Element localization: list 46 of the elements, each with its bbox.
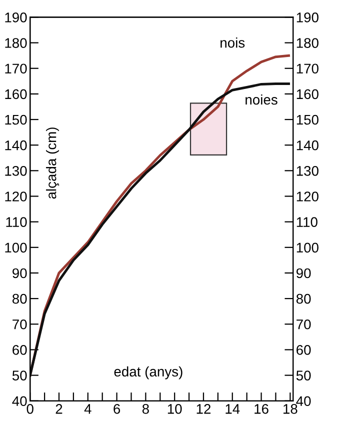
y-tick-label: 100 — [5, 242, 27, 253]
x-tick-label: 16 — [254, 404, 268, 414]
y-tick-label: 50 — [12, 370, 27, 380]
y-tick-label: 150 — [5, 114, 27, 125]
y-tick-label: 80 — [12, 294, 27, 304]
x-tick-label: 6 — [114, 404, 120, 414]
x-tick-label: 18 — [284, 404, 298, 414]
y-tick-label: 60 — [12, 345, 27, 355]
y-tick-label: 170 — [5, 64, 27, 74]
y-axis-title: alçada (cm) — [46, 128, 60, 199]
y2-tick-label: 80 — [296, 294, 311, 304]
y-tick-label: 140 — [5, 140, 27, 150]
y2-tick-label: 170 — [296, 64, 318, 74]
y2-tick-label: 60 — [296, 345, 311, 355]
y2-tick-label: 50 — [296, 370, 311, 380]
series-label: nois — [220, 38, 245, 48]
x-tick-label: 4 — [84, 404, 92, 414]
y2-tick-label: 150 — [296, 114, 318, 125]
series-label: noies — [246, 94, 278, 105]
x-tick-label: 14 — [226, 404, 240, 414]
y-tick-label: 190 — [5, 12, 27, 22]
y-tick-label: 90 — [12, 268, 27, 278]
y2-tick-label: 100 — [296, 242, 318, 253]
y2-tick-label: 160 — [296, 89, 318, 100]
x-tick-label: 0 — [26, 404, 34, 414]
y-tick-label: 160 — [5, 89, 27, 100]
y-tick-label: 40 — [12, 396, 27, 406]
y-tick-label: 110 — [6, 217, 27, 227]
y2-tick-label: 40 — [296, 396, 311, 406]
x-tick-label: 12 — [196, 404, 211, 414]
y2-tick-label: 110 — [296, 217, 318, 227]
y2-tick-label: 130 — [296, 166, 318, 176]
y2-tick-label: 70 — [296, 319, 311, 330]
y2-tick-label: 120 — [296, 192, 318, 202]
y2-tick-label: 180 — [296, 38, 318, 48]
y2-tick-label: 90 — [296, 268, 311, 278]
y-tick-label: 120 — [5, 192, 27, 202]
x-axis-title: edat (anys) — [114, 366, 182, 380]
y2-tick-label: 140 — [296, 140, 318, 150]
y-tick-label: 130 — [5, 166, 27, 176]
x-tick-label: 2 — [56, 404, 62, 414]
y-tick-label: 180 — [5, 38, 27, 48]
x-tick-label: 10 — [168, 404, 182, 414]
y2-tick-label: 190 — [296, 12, 318, 22]
x-tick-label: 8 — [142, 404, 149, 414]
y-tick-label: 70 — [12, 319, 27, 330]
